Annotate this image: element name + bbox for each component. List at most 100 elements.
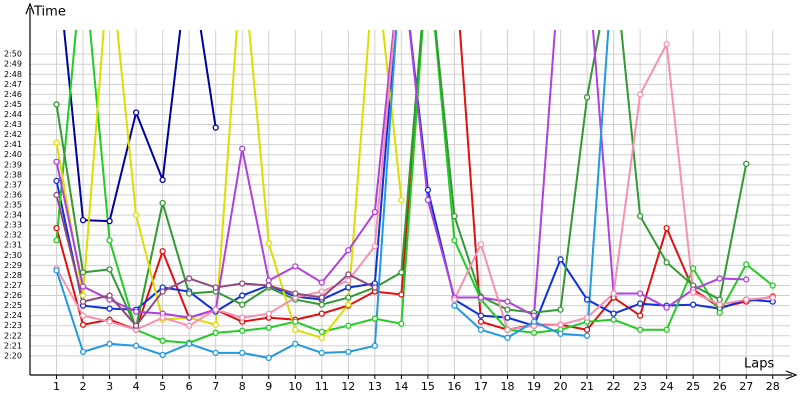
x-tick-label: 20 (554, 380, 568, 393)
point (239, 349, 246, 357)
y-axis-title: Time (33, 5, 66, 20)
point (451, 212, 458, 220)
point (106, 292, 113, 299)
x-tick-label: 22 (607, 380, 621, 393)
x-axis-arrow (785, 370, 798, 380)
point (186, 314, 193, 321)
point (212, 306, 219, 313)
y-tick-label: 2:22 (4, 331, 22, 340)
point (583, 94, 591, 101)
point (79, 312, 87, 319)
point (530, 329, 538, 336)
point (345, 301, 352, 308)
point (318, 279, 325, 286)
point (79, 269, 87, 276)
x-tick-label: 5 (159, 380, 166, 393)
point (690, 289, 697, 296)
point (583, 326, 591, 333)
point (583, 314, 591, 321)
point (610, 290, 617, 297)
point (636, 326, 644, 333)
point (318, 349, 325, 357)
point (557, 306, 564, 313)
point (663, 304, 670, 311)
point (53, 101, 60, 108)
x-tick-label: 6 (186, 380, 193, 393)
y-tick-label: 2:30 (4, 251, 22, 260)
point (265, 354, 272, 362)
y-tick-label: 2:50 (4, 50, 22, 59)
y-tick-label: 2:47 (4, 80, 22, 89)
point (530, 312, 538, 319)
point (53, 191, 60, 199)
point (477, 294, 485, 301)
point (239, 280, 246, 287)
point (557, 321, 564, 328)
y-tick-label: 2:25 (4, 301, 22, 310)
point (663, 326, 670, 333)
y-tick-label: 2:48 (4, 70, 22, 79)
point (132, 322, 140, 329)
point (292, 318, 299, 325)
point (504, 306, 511, 313)
point (212, 329, 219, 336)
point (371, 284, 379, 291)
series-line (55, 30, 403, 339)
point (424, 196, 432, 204)
point (451, 237, 458, 244)
y-tick-label: 2:36 (4, 190, 22, 199)
point (318, 328, 325, 335)
point (424, 186, 432, 194)
y-tick-label: 2:20 (4, 351, 22, 360)
point (318, 301, 325, 308)
point (186, 322, 193, 329)
y-tick-label: 2:35 (4, 201, 22, 210)
point (636, 212, 644, 220)
point (451, 296, 458, 303)
x-tick-label: 11 (315, 380, 329, 393)
y-tick-label: 2:46 (4, 90, 22, 99)
x-tick-label: 25 (686, 380, 700, 393)
x-tick-label: 9 (265, 380, 272, 393)
point (265, 240, 272, 247)
x-tick-label: 8 (239, 380, 246, 393)
point (716, 309, 723, 316)
series-line (55, 30, 747, 319)
point (345, 271, 352, 278)
y-tick-label: 2:39 (4, 160, 22, 169)
point (583, 296, 591, 303)
point (292, 326, 299, 333)
point (239, 301, 246, 308)
x-tick-label: 19 (527, 380, 541, 393)
point (212, 349, 219, 357)
point (716, 301, 723, 308)
point (212, 321, 219, 328)
point (79, 321, 87, 328)
point (477, 312, 485, 319)
point (186, 290, 193, 297)
x-tick-label: 13 (368, 380, 382, 393)
point (636, 290, 644, 297)
point (79, 216, 87, 224)
point (371, 208, 379, 216)
point (371, 243, 379, 250)
y-tick-label: 2:44 (4, 110, 22, 119)
point (636, 91, 644, 98)
y-tick-label: 2:31 (4, 241, 22, 250)
x-tick-label: 24 (660, 380, 674, 393)
y-tick-label: 2:26 (4, 291, 22, 300)
point (477, 318, 485, 325)
point (690, 301, 697, 308)
y-tick-label: 2:37 (4, 180, 22, 189)
y-tick-label: 2:41 (4, 140, 22, 149)
x-tick-label: 27 (739, 380, 753, 393)
point (743, 296, 750, 303)
y-tick-label: 2:40 (4, 150, 22, 159)
point (557, 330, 564, 337)
y-tick-label: 2:49 (4, 60, 22, 69)
y-tick-label: 2:32 (4, 231, 22, 240)
point (186, 340, 193, 347)
x-tick-label: 14 (394, 380, 408, 393)
point (106, 318, 113, 325)
